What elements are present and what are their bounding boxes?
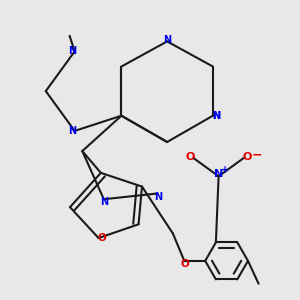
Text: N: N — [214, 169, 223, 179]
Text: +: + — [221, 165, 229, 175]
Text: N: N — [68, 46, 76, 56]
Text: −: − — [252, 148, 262, 161]
Text: O: O — [181, 260, 189, 269]
Text: O: O — [185, 152, 195, 161]
Text: N: N — [68, 126, 76, 136]
Text: N: N — [212, 111, 220, 121]
Text: O: O — [243, 152, 252, 161]
Text: N: N — [163, 35, 171, 45]
Text: N: N — [212, 111, 220, 121]
Text: N: N — [100, 197, 108, 207]
Text: O: O — [97, 233, 106, 243]
Text: N: N — [154, 192, 162, 202]
